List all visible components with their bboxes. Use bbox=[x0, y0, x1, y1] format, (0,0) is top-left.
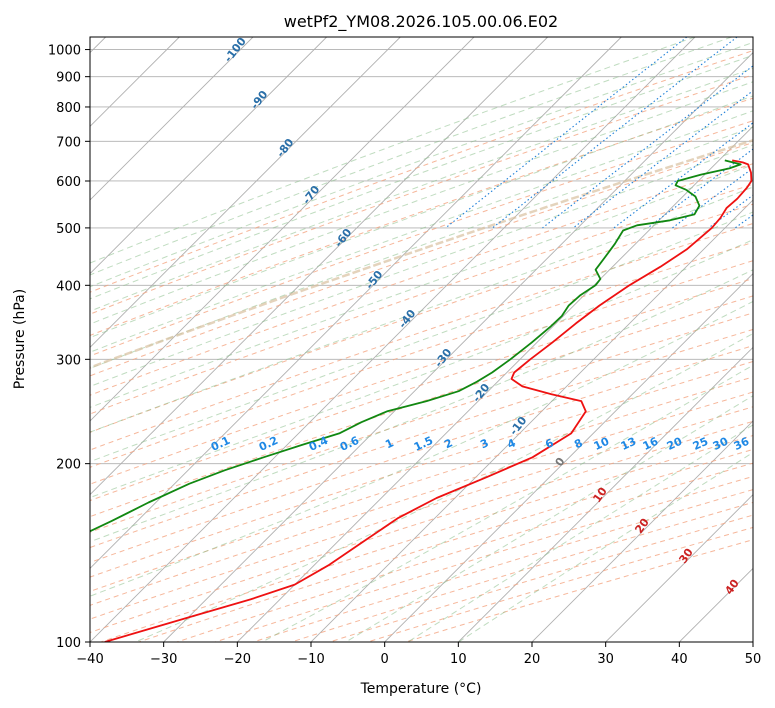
plot-grid bbox=[90, 37, 753, 642]
dry-adiabat bbox=[90, 142, 753, 377]
axes: −40 −30 −20 −10 0 10 20 30 40 50 100 200 300 400 500 60… bbox=[48, 44, 761, 667]
x-tick-label: −40 bbox=[76, 652, 103, 667]
dry-adiabat bbox=[90, 260, 753, 485]
dry-adiabat bbox=[90, 74, 753, 315]
isotherm-line bbox=[384, 273, 753, 642]
isotherm-line bbox=[90, 37, 327, 275]
y-tick-label: 800 bbox=[56, 101, 81, 116]
moist-adiabat bbox=[90, 164, 753, 408]
x-tick-label: −10 bbox=[297, 652, 324, 667]
moist-adiabat bbox=[90, 41, 753, 288]
y-axis-label: Pressure (hPa) bbox=[12, 289, 28, 389]
mixing-ratio-label: 25 bbox=[691, 435, 710, 453]
y-tick-label: 700 bbox=[56, 135, 81, 150]
dry-adiabat bbox=[90, 241, 753, 468]
y-tick-label: 1000 bbox=[48, 44, 81, 59]
y-tick-label: 300 bbox=[56, 353, 81, 368]
x-tick-label: 0 bbox=[381, 652, 389, 667]
mixing-ratio-line bbox=[672, 167, 753, 229]
x-tick-label: −20 bbox=[224, 652, 251, 667]
isotherm-line bbox=[458, 346, 753, 642]
dry-adiabat bbox=[90, 391, 753, 606]
moist-adiabat bbox=[90, 81, 753, 325]
mixing-ratio-label: 10 bbox=[592, 435, 612, 453]
isotherm-line bbox=[90, 37, 622, 569]
x-tick-label: 30 bbox=[597, 652, 614, 667]
moist-adiabat bbox=[90, 37, 732, 276]
moist-adiabat bbox=[90, 37, 696, 264]
plot-frame bbox=[89, 36, 754, 643]
dry-adiabat bbox=[90, 50, 753, 293]
x-tick-label: 50 bbox=[745, 652, 762, 667]
moist-adiabat bbox=[90, 186, 753, 433]
x-tick-label: 10 bbox=[450, 652, 467, 667]
moist-adiabat bbox=[90, 144, 753, 388]
dewpoint-profile-line bbox=[90, 159, 742, 533]
mixing-ratio-label: 16 bbox=[641, 435, 661, 453]
mixing-ratio-label: 20 bbox=[665, 435, 685, 453]
moist-adiabat bbox=[261, 364, 753, 642]
isotherm-line bbox=[90, 37, 475, 422]
y-tick-label: 200 bbox=[56, 458, 81, 473]
x-tick-label: 40 bbox=[671, 652, 688, 667]
mixing-ratio-line bbox=[572, 90, 753, 229]
moist-adiabat bbox=[135, 332, 753, 642]
chart-title: wetPf2_YM08.2026.105.00.06.E02 bbox=[284, 12, 558, 32]
isotherm-line bbox=[163, 52, 753, 642]
dry-adiabat bbox=[90, 345, 753, 564]
mixing-ratio-line bbox=[492, 37, 738, 229]
isotherm-line bbox=[90, 37, 401, 348]
dry-adiabat bbox=[90, 295, 753, 518]
y-tick-label: 100 bbox=[56, 636, 81, 651]
isotherm-line bbox=[531, 420, 753, 642]
mixing-ratio-label: 30 bbox=[711, 435, 731, 453]
dry-adiabat bbox=[90, 376, 753, 592]
y-tick-label: 600 bbox=[56, 175, 81, 190]
mixing-ratio-label: 36 bbox=[732, 435, 752, 453]
isotherm-line bbox=[237, 125, 753, 642]
dry-adiabat bbox=[90, 97, 753, 336]
isotherm-line bbox=[605, 494, 753, 642]
y-tick-label: 400 bbox=[56, 279, 81, 294]
x-axis-label: Temperature (°C) bbox=[360, 681, 482, 697]
mixing-ratio-label: 13 bbox=[619, 435, 638, 453]
profile-lines bbox=[90, 159, 753, 642]
reference-adiabat bbox=[90, 138, 753, 369]
x-tick-label: −30 bbox=[150, 652, 177, 667]
temperature-profile-line bbox=[104, 159, 753, 642]
y-tick-label: 900 bbox=[56, 71, 81, 86]
plot-background bbox=[90, 37, 753, 642]
y-tick-label: 500 bbox=[56, 222, 81, 237]
mixing-ratio-line bbox=[542, 65, 753, 229]
x-tick-label: 20 bbox=[524, 652, 541, 667]
moist-adiabat bbox=[90, 110, 753, 353]
moist-adiabat bbox=[90, 211, 753, 463]
dry-adiabat bbox=[90, 163, 753, 396]
isotherm-line bbox=[90, 37, 254, 201]
